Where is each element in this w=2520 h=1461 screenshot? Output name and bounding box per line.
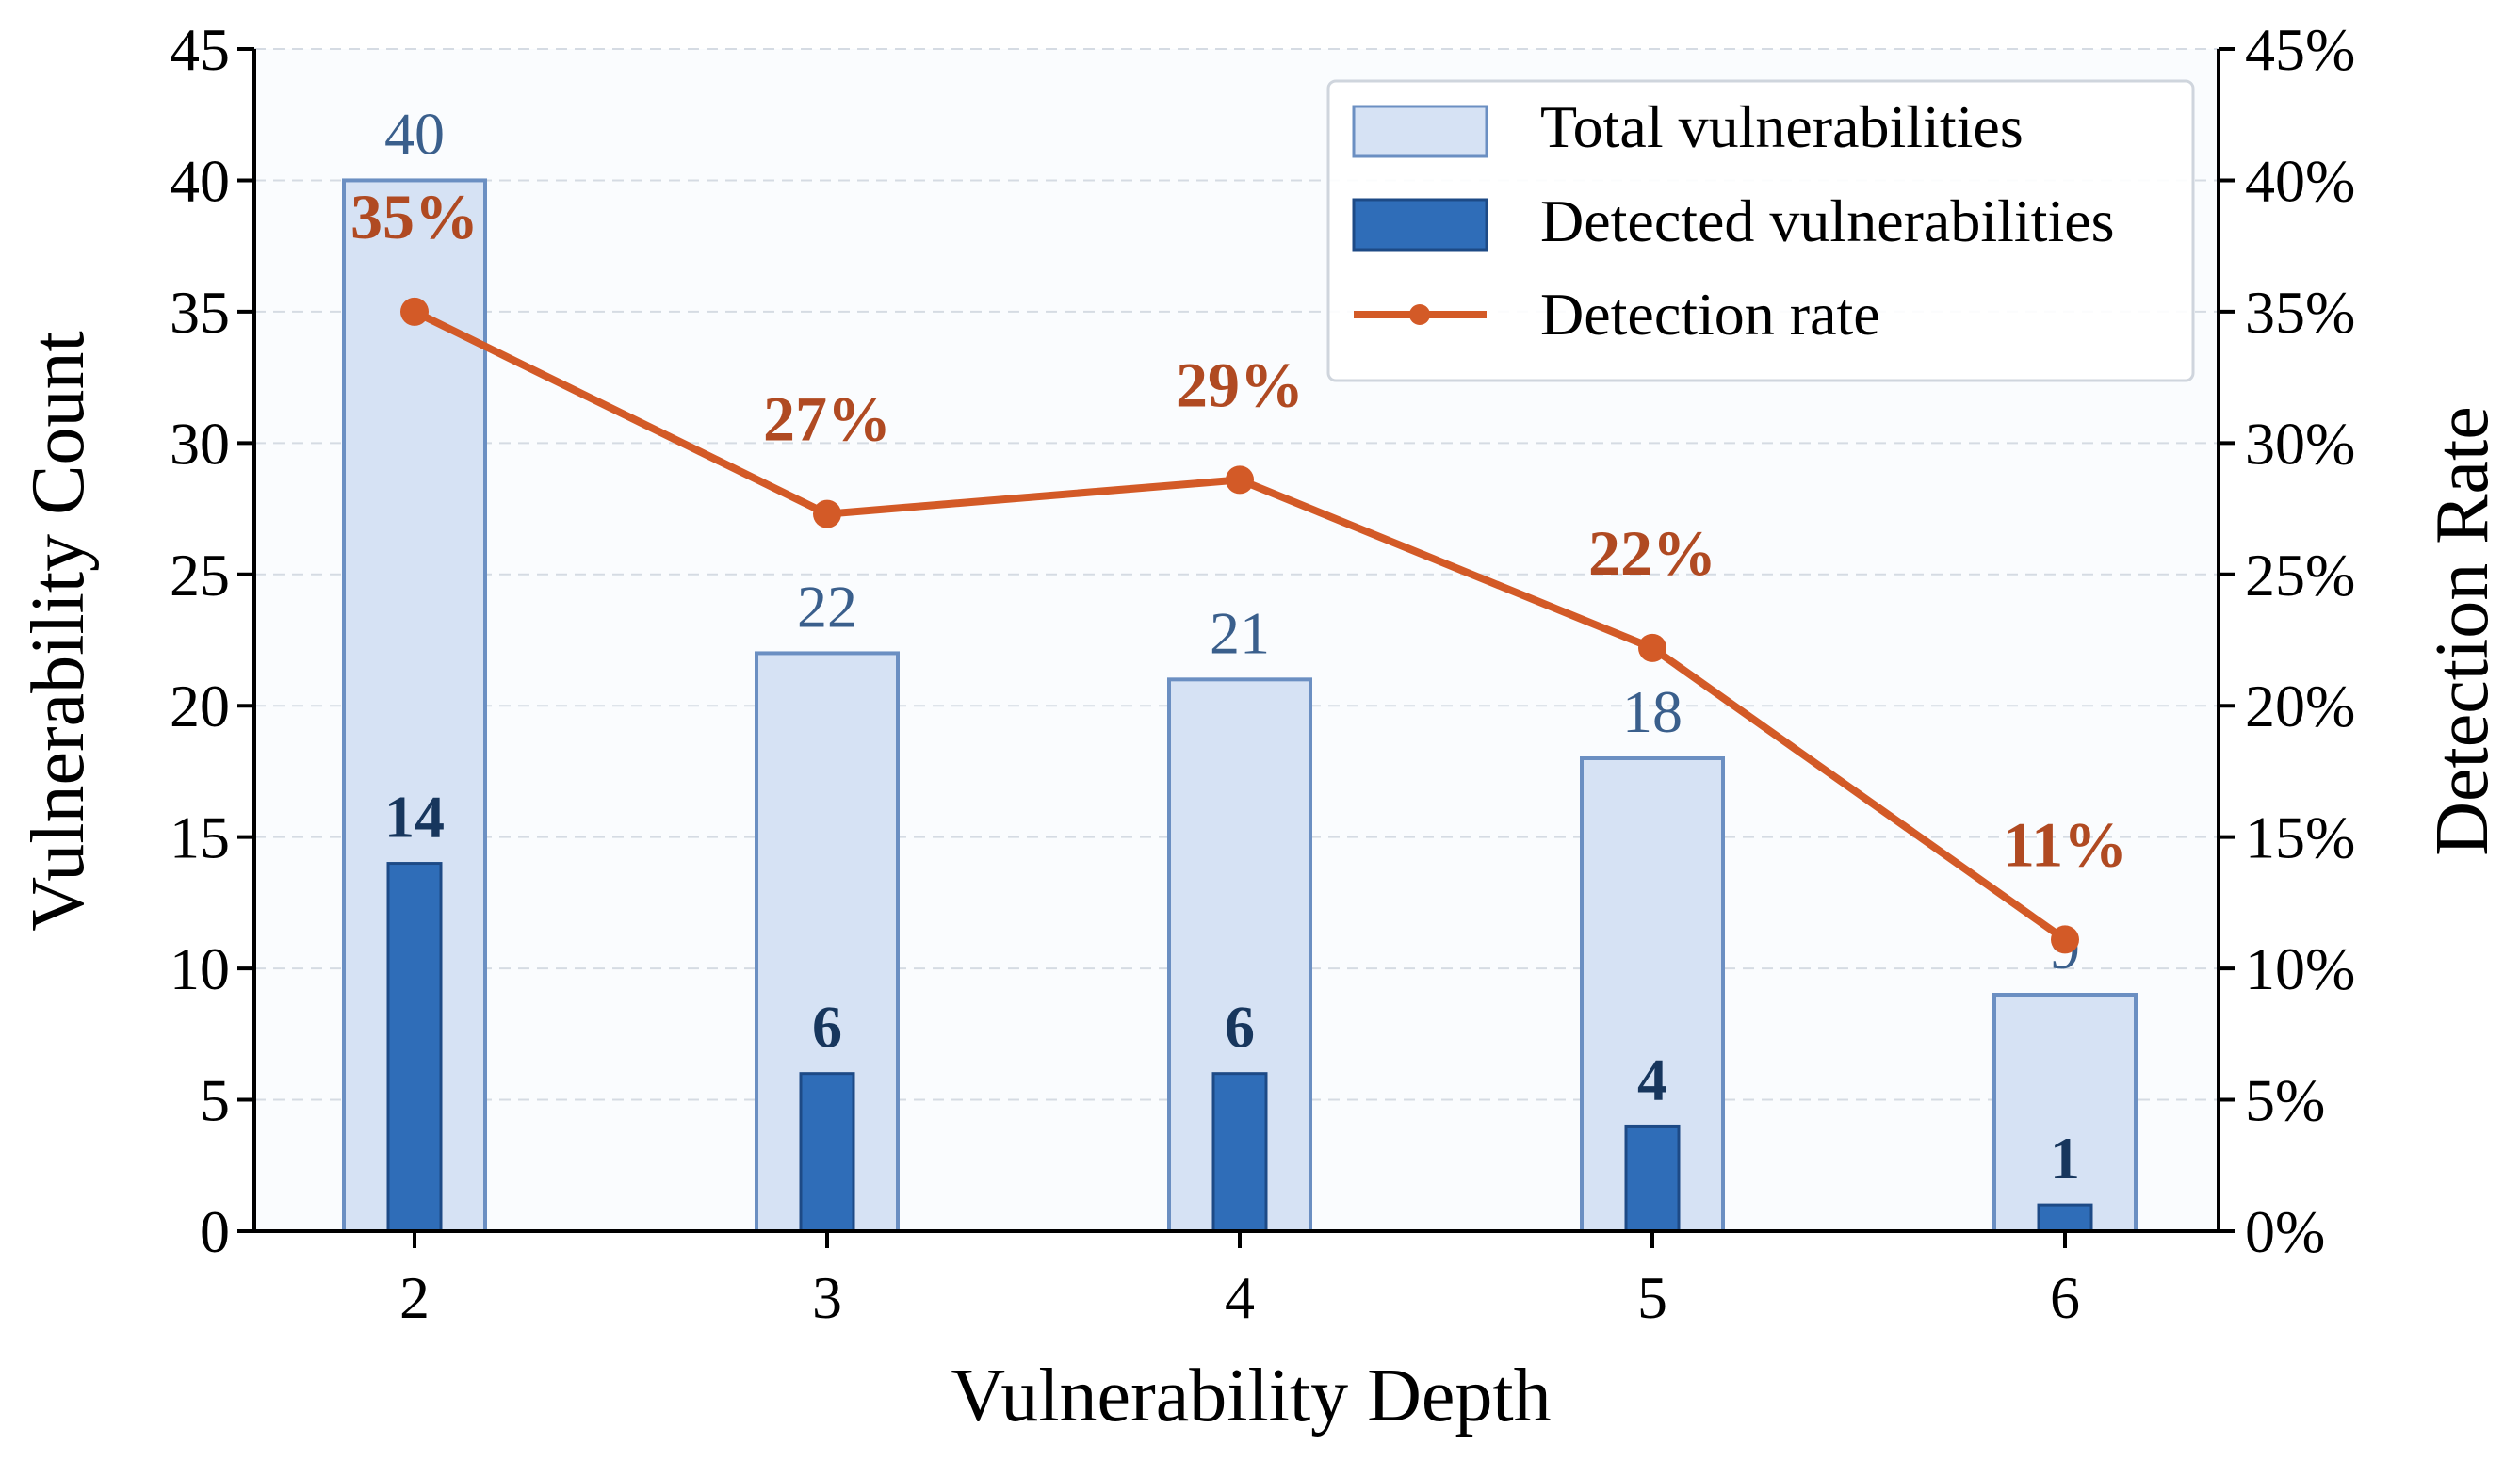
detection-rate-line: 35% 27% 29% 22% 11% — [350, 181, 2127, 954]
x-tick-label: 4 — [1225, 1264, 1255, 1331]
legend-label-rate: Detection rate — [1540, 281, 1880, 348]
bar-total-label: 21 — [1210, 599, 1270, 666]
y2-tick-label: 30% — [2245, 410, 2355, 477]
bar-total-label: 22 — [797, 573, 857, 640]
rate-label: 22% — [1588, 517, 1716, 589]
rate-point — [2051, 925, 2079, 954]
y2-tick-label: 35% — [2245, 279, 2355, 346]
tick-labels: 0 0%5 5%10 10%15 15%20 20%25 25%30 30%35 35%40 40… — [170, 16, 2355, 1331]
y2-tick-label: 0% — [2245, 1198, 2325, 1265]
bar-detected-label: 6 — [1225, 994, 1255, 1061]
y-tick-label: 45 — [170, 16, 230, 83]
bar-detected-label: 6 — [812, 994, 842, 1061]
rate-label: 29% — [1176, 349, 1304, 420]
y2-axis-label: Detection Rate — [2421, 406, 2504, 856]
bar-detected — [386, 862, 443, 1233]
bar-detected-label: 1 — [2050, 1125, 2080, 1192]
y-tick-label: 10 — [170, 935, 230, 1002]
rate-label: 27% — [763, 383, 891, 455]
y-tick-label: 25 — [170, 542, 230, 609]
rate-label: 35% — [350, 181, 479, 252]
detected-bars — [386, 862, 2093, 1233]
bar-detected — [799, 1072, 855, 1233]
x-tick-label: 3 — [812, 1264, 842, 1331]
y2-tick-label: 5% — [2245, 1067, 2325, 1134]
y2-tick-label: 15% — [2245, 804, 2355, 871]
y-axis-label: Vulnerability Count — [17, 331, 100, 931]
y2-tick-label: 25% — [2245, 542, 2355, 609]
y-tick-label: 30 — [170, 410, 230, 477]
legend-label-total: Total vulnerabilities — [1540, 93, 2024, 160]
rate-point — [813, 499, 841, 528]
rate-point — [1226, 465, 1254, 495]
legend-swatch-total — [1352, 105, 1488, 158]
x-tick-label: 2 — [399, 1264, 430, 1331]
y-tick-label: 40 — [170, 147, 230, 214]
y-tick-label: 5 — [200, 1067, 230, 1134]
legend: Total vulnerabilities Detected vulnerabi… — [1326, 79, 2195, 382]
rate-label: 11% — [2003, 808, 2127, 880]
rate-point — [1638, 633, 1666, 662]
y2-tick-label: 10% — [2245, 935, 2355, 1002]
y2-tick-label: 45% — [2245, 16, 2355, 83]
bar-detected-label: 14 — [384, 784, 445, 851]
x-tick-label: 5 — [1637, 1264, 1667, 1331]
x-axis-label: Vulnerability Depth — [951, 1355, 1551, 1437]
y2-tick-label: 40% — [2245, 147, 2355, 214]
total-bars — [342, 178, 2138, 1233]
x-tick-label: 6 — [2050, 1264, 2080, 1331]
bar-detected — [1624, 1124, 1681, 1233]
y-tick-label: 20 — [170, 673, 230, 739]
bar-total — [1992, 993, 2138, 1233]
bar-detected — [2037, 1203, 2093, 1233]
legend-label-detected: Detected vulnerabilities — [1540, 187, 2115, 254]
y2-tick-label: 20% — [2245, 673, 2355, 739]
legend-marker-rate — [1409, 304, 1430, 325]
y-tick-label: 15 — [170, 804, 230, 871]
legend-swatch-detected — [1352, 198, 1488, 252]
bar-detected-label: 4 — [1637, 1046, 1667, 1112]
y-tick-label: 35 — [170, 279, 230, 346]
axes — [237, 47, 2235, 1248]
bar-total-label: 40 — [384, 100, 445, 167]
bar-detected — [1211, 1072, 1268, 1233]
y-tick-label: 0 — [200, 1198, 230, 1265]
rate-point — [400, 297, 429, 326]
bar-total-label: 18 — [1622, 678, 1683, 745]
legend-frame — [1326, 79, 2195, 382]
